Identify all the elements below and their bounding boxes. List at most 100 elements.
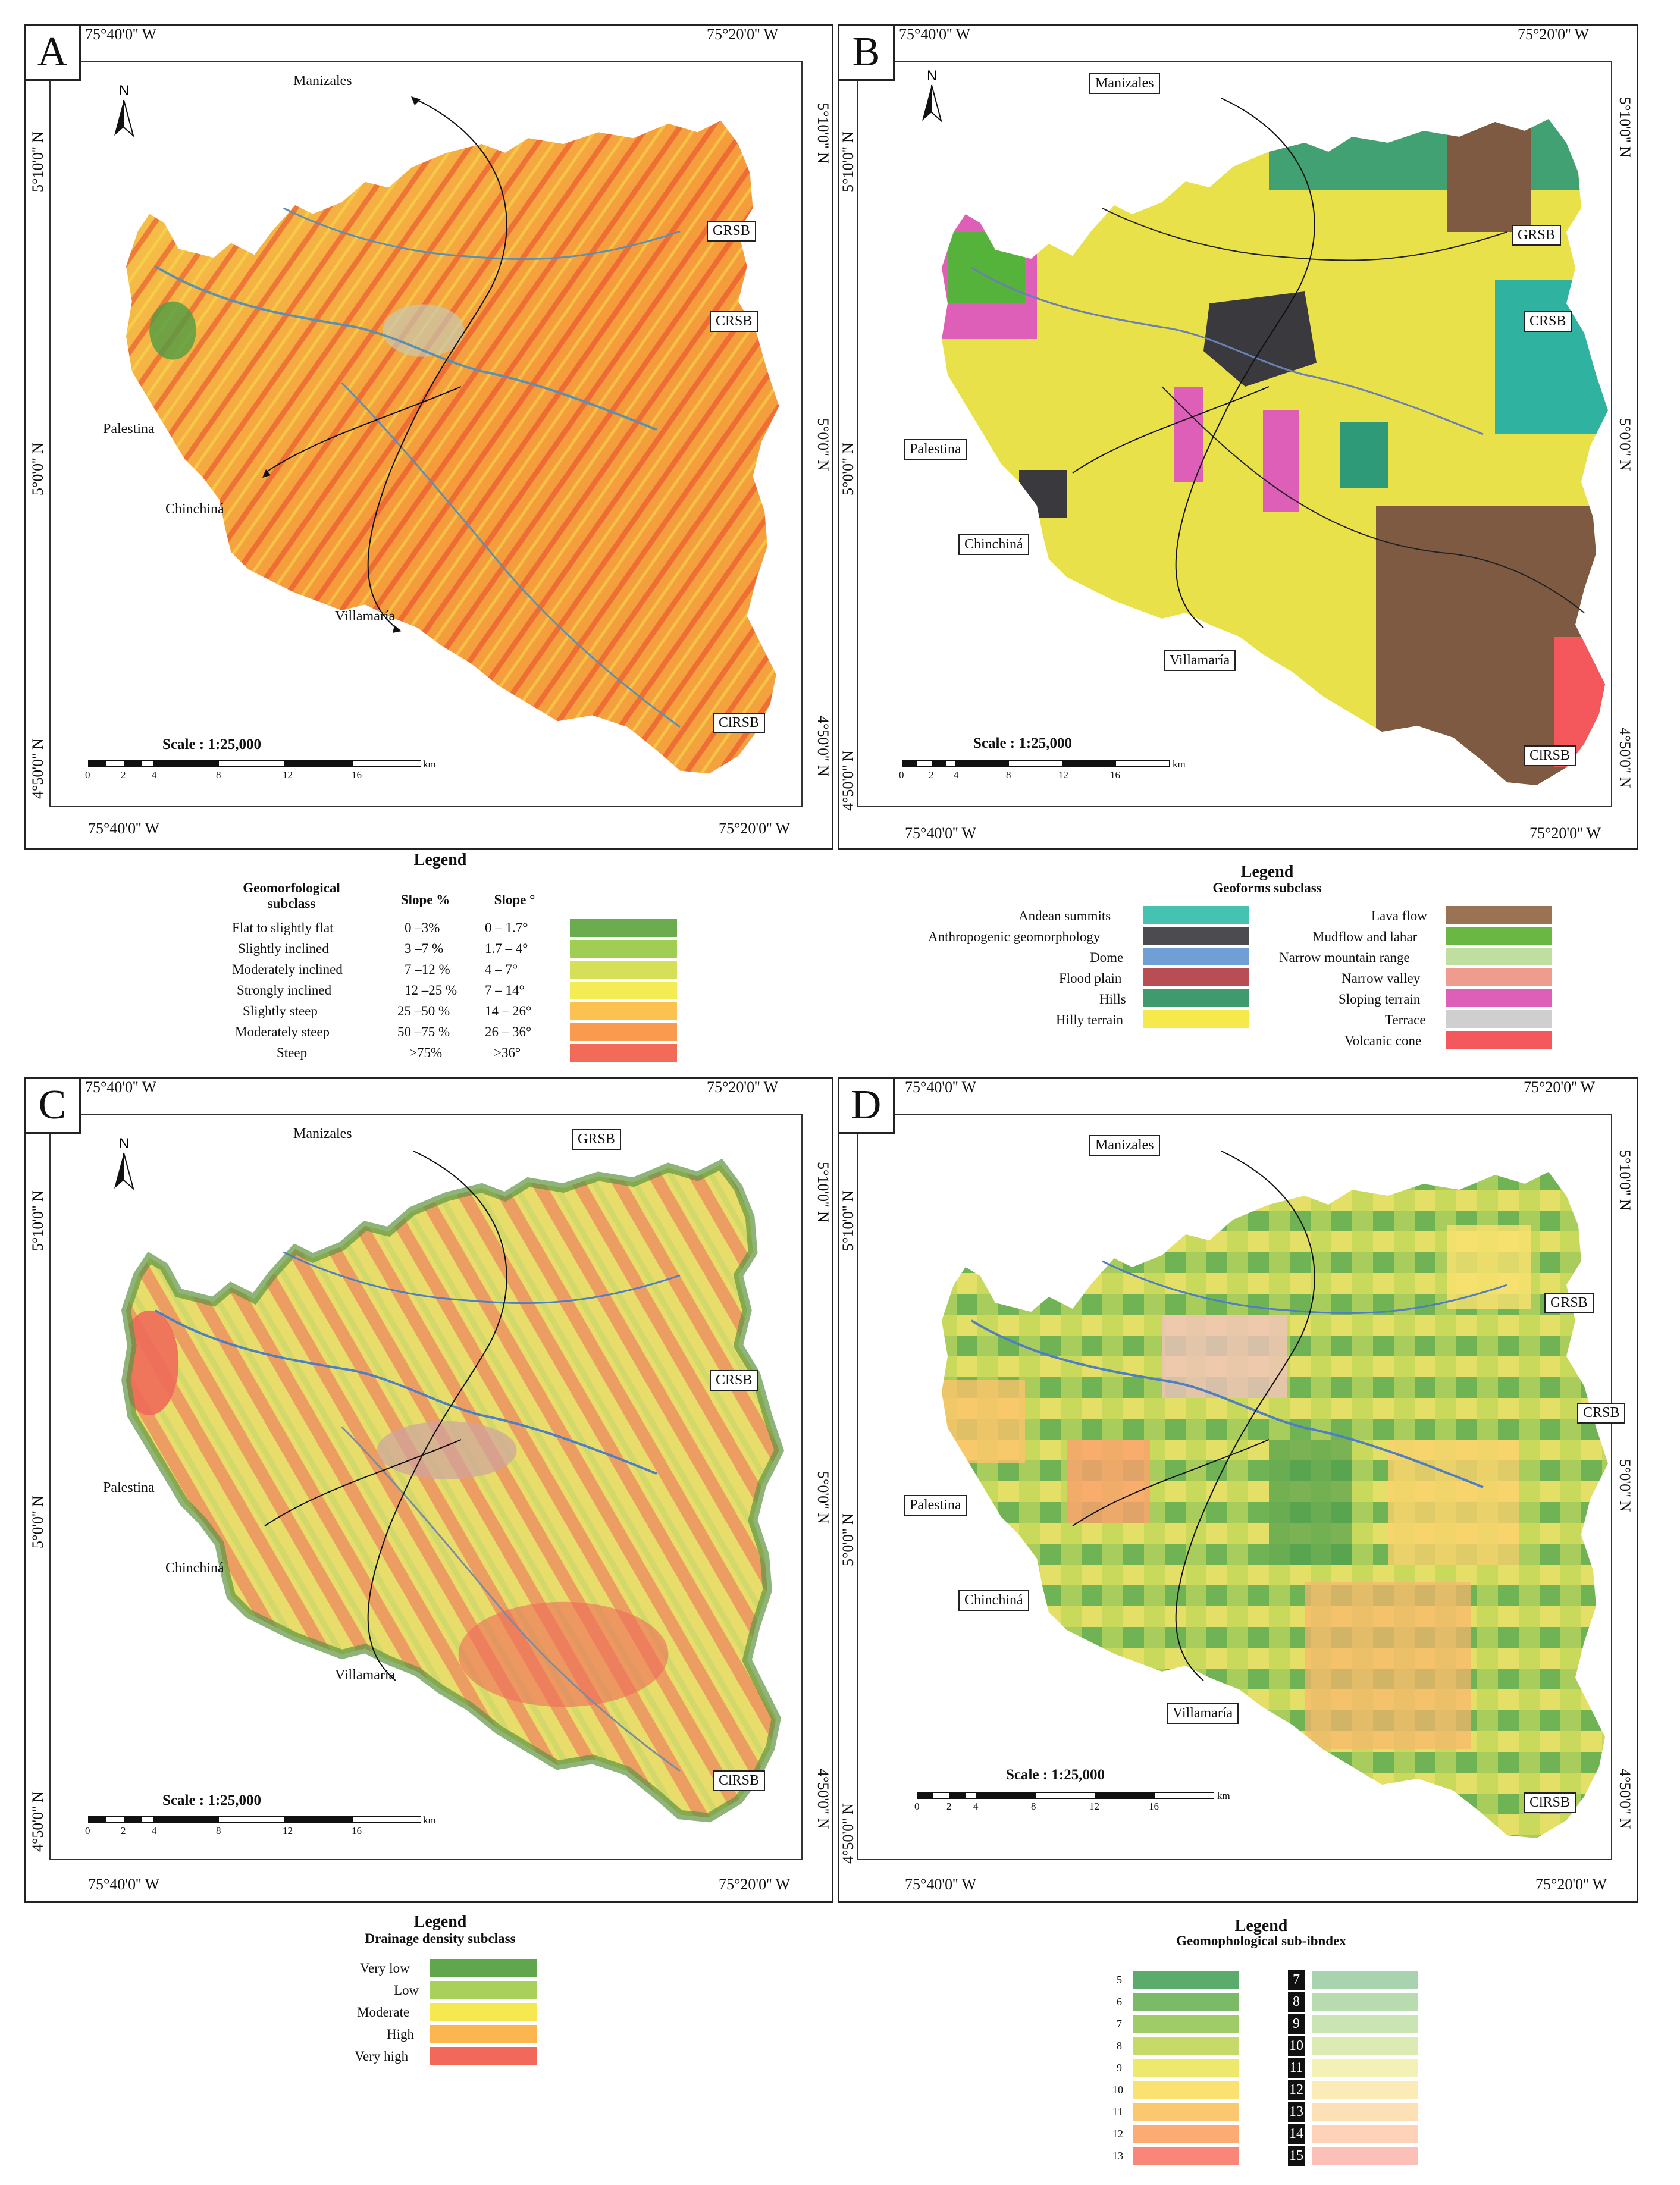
place-manizales: Manizales	[1089, 73, 1160, 94]
legend-d-left-swatch-2	[1133, 2015, 1239, 2033]
lat-left-mid: 5°0'0'' N	[839, 1513, 857, 1566]
scale-tick-16: 16	[1149, 1801, 1159, 1812]
scale-tick-2: 2	[121, 769, 126, 780]
coord-top-right: 75°20'0'' W	[1524, 1079, 1596, 1096]
legend-d-right-swatch-3	[1312, 2037, 1418, 2055]
legend-d-right-label-5: 12	[1288, 2080, 1305, 2100]
scale-tick-12: 12	[283, 769, 293, 780]
legend-d-right-label-4: 11	[1288, 2058, 1305, 2078]
legend-a-swatch-2	[570, 961, 677, 979]
legend-b-left-swatch-1	[1143, 927, 1249, 945]
legend-d-left-swatch-4	[1133, 2059, 1239, 2077]
scale-tick-8: 8	[216, 769, 221, 780]
coord-top-left: 75°40'0'' W	[905, 1079, 977, 1096]
legend-title: Legend	[413, 851, 467, 869]
place-palestina: Palestina	[904, 439, 967, 460]
lat-right-mid: 5°0'0'' N	[1616, 418, 1634, 471]
legend-d-left-swatch-3	[1133, 2037, 1239, 2055]
place-clrsb: ClRSB	[1524, 745, 1576, 766]
map-frame	[49, 1114, 803, 1860]
lat-left-mid: 5°0'0'' N	[839, 443, 857, 496]
legend-a-deg-5: 26 – 36°	[485, 1024, 532, 1039]
legend-a-label-0: Flat to slightly flat	[232, 920, 334, 935]
scale-tick-16: 16	[352, 1825, 362, 1836]
scale-tick-8: 8	[216, 1825, 221, 1836]
legend-d-left-label-8: 13	[1112, 2150, 1123, 2162]
place-grsb: GRSB	[1544, 1293, 1594, 1313]
lat-left-upper: 5°10'0'' N	[29, 131, 46, 192]
legend-b-left-swatch-5	[1143, 1010, 1249, 1028]
scale-tick-8: 8	[1031, 1801, 1036, 1812]
lat-right-lower: 4°50'0'' N	[1616, 1769, 1634, 1829]
lat-right-lower: 4°50'0'' N	[814, 1769, 832, 1829]
legend-b-left-label-0: Andean summits	[1018, 908, 1111, 923]
lat-left-lower: 4°50'0'' N	[839, 750, 857, 811]
coord-top-right: 75°20'0'' W	[1518, 26, 1590, 43]
legend-d-right-label-7: 14	[1288, 2124, 1305, 2144]
scale-tick-12: 12	[1058, 769, 1068, 780]
slope-map	[126, 96, 779, 774]
scale-title: Scale : 1:25,000	[973, 735, 1072, 751]
scale-bar	[88, 1816, 421, 1823]
place-crsb: CRSB	[710, 311, 758, 332]
legend-a-label-6: Steep	[277, 1045, 308, 1060]
map-frame	[49, 61, 803, 807]
map-frame	[857, 1114, 1612, 1860]
legend-d-left-label-6: 11	[1112, 2106, 1123, 2118]
legend-a-deg-0: 0 – 1.7°	[485, 920, 528, 935]
coord-bottom-right: 75°20'0'' W	[719, 820, 791, 837]
legend-d-left-label-5: 10	[1112, 2084, 1123, 2096]
lat-right-mid: 5°0'0'' N	[814, 1471, 832, 1524]
legend-b-right-label-4: Sloping terrain	[1339, 992, 1421, 1007]
legend-a-pct-2: 7 –12 %	[405, 962, 450, 977]
legend-d-left-label-7: 12	[1112, 2128, 1123, 2140]
coord-top-left: 75°40'0'' W	[85, 1079, 157, 1096]
legend-b-left-swatch-0	[1143, 906, 1249, 924]
legend-b-right-swatch-2	[1446, 948, 1552, 965]
legend-b-right-label-1: Mudflow and lahar	[1312, 929, 1418, 944]
legend-b-left-label-5: Hilly terrain	[1056, 1012, 1124, 1027]
place-palestina: Palestina	[103, 421, 155, 437]
legend-d-right-swatch-2	[1312, 2015, 1418, 2033]
legend-a-deg-4: 14 – 26°	[485, 1004, 532, 1018]
legend-d-left-swatch-5	[1133, 2081, 1239, 2099]
scale-tick-4: 4	[152, 769, 157, 780]
legend-a-swatch-6	[570, 1044, 677, 1062]
legend-a-label-5: Moderately steep	[235, 1024, 330, 1039]
place-chinchina: Chinchiná	[958, 534, 1029, 555]
lat-left-mid: 5°0'0'' N	[29, 443, 46, 496]
legend-d-left-swatch-0	[1133, 1971, 1239, 1989]
panel-d: D 75°40'0'' W 75°20'0'' W 75°40'0'' W 75…	[838, 1077, 1638, 1903]
place-villamaria: Villamaría	[1164, 650, 1236, 671]
legend-b-left-label-3: Flood plain	[1059, 971, 1122, 986]
lat-left-mid: 5°0'0'' N	[29, 1496, 46, 1548]
legend-d-left-swatch-1	[1133, 1993, 1239, 2011]
legend-d-left-label-4: 9	[1117, 2062, 1122, 2074]
lat-left-upper: 5°10'0'' N	[839, 1190, 857, 1251]
scale-tick-4: 4	[973, 1801, 979, 1812]
legend-a-label-1: Slightly inclined	[238, 941, 329, 956]
panel-label: D	[839, 1079, 895, 1134]
legend-a-swatch-5	[570, 1023, 677, 1041]
scale-title: Scale : 1:25,000	[162, 736, 261, 753]
lat-left-lower: 4°50'0'' N	[29, 738, 46, 799]
coord-top-left: 75°40'0'' W	[85, 26, 157, 43]
legend-d-right-swatch-5	[1312, 2081, 1418, 2099]
lat-right-upper: 5°10'0'' N	[1616, 1150, 1634, 1211]
legend-a-pct-1: 3 –7 %	[405, 941, 444, 956]
north-label: N	[119, 1136, 129, 1152]
legend-d-left-label-1: 6	[1117, 1996, 1122, 2008]
legend-b-left-swatch-4	[1143, 989, 1249, 1007]
lat-left-lower: 4°50'0'' N	[29, 1791, 46, 1852]
place-palestina: Palestina	[904, 1495, 967, 1516]
legend-a-label-2: Moderately inclined	[232, 962, 343, 977]
legend-a-swatch-4	[570, 1002, 677, 1020]
place-manizales: Manizales	[1089, 1135, 1160, 1156]
legend-a-pct-3: 12 –25 %	[405, 983, 457, 998]
legend-a-pct-0: 0 –3%	[405, 920, 440, 935]
place-villamaria: Villamaría	[1167, 1703, 1239, 1724]
geoforms-map	[942, 98, 1608, 785]
legend-c-swatch-1	[430, 1981, 537, 1999]
lat-right-mid: 5°0'0'' N	[814, 418, 832, 471]
coord-bottom-left: 75°40'0'' W	[88, 1876, 160, 1893]
